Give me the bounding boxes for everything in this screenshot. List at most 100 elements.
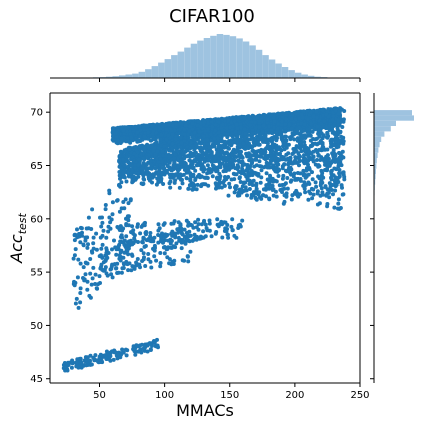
data-point	[320, 108, 325, 113]
data-point	[141, 251, 146, 256]
data-point	[178, 135, 183, 140]
data-point	[153, 166, 158, 171]
data-point	[209, 159, 214, 164]
data-point	[336, 206, 340, 211]
top-hist-bar	[268, 59, 276, 78]
data-point	[91, 265, 96, 270]
data-point	[221, 143, 226, 148]
data-point	[219, 146, 224, 151]
data-point	[302, 140, 307, 144]
data-point	[186, 132, 190, 137]
data-point	[221, 169, 226, 174]
data-point	[119, 270, 124, 275]
data-point	[222, 220, 227, 225]
top-hist-bar	[229, 36, 237, 78]
data-point	[326, 190, 331, 195]
data-point	[193, 176, 198, 181]
data-point	[306, 154, 311, 159]
data-point	[121, 261, 126, 266]
data-point	[193, 158, 198, 162]
data-point	[172, 159, 177, 164]
data-point	[124, 179, 129, 184]
data-point	[120, 266, 125, 271]
data-point	[164, 137, 169, 142]
data-point	[182, 227, 187, 232]
data-point	[254, 183, 259, 188]
data-point	[180, 231, 184, 236]
data-point	[154, 258, 159, 263]
data-point	[207, 166, 212, 171]
right-hist-bar	[374, 131, 385, 137]
data-point	[274, 130, 279, 135]
data-point	[258, 134, 263, 139]
data-point	[112, 238, 116, 243]
right-hist-bar	[374, 120, 396, 126]
data-point	[311, 192, 316, 197]
data-point	[136, 174, 141, 179]
data-point	[191, 165, 196, 170]
data-point	[216, 120, 221, 124]
data-point	[242, 116, 247, 121]
data-point	[199, 222, 204, 227]
data-point	[225, 151, 229, 156]
data-point	[238, 224, 243, 229]
data-point	[186, 220, 191, 225]
data-point	[136, 349, 141, 354]
data-point	[237, 130, 242, 135]
data-point	[284, 191, 289, 196]
data-point	[216, 224, 221, 229]
data-point	[315, 124, 320, 129]
data-point	[280, 164, 285, 169]
data-point	[152, 254, 157, 259]
data-point	[254, 157, 259, 162]
data-point	[294, 155, 298, 160]
data-point	[170, 123, 175, 128]
data-point	[151, 172, 156, 177]
data-point	[162, 221, 167, 226]
data-point	[143, 124, 148, 128]
data-point	[136, 157, 141, 162]
data-point	[299, 149, 304, 154]
data-point	[274, 194, 279, 199]
data-point	[115, 138, 120, 143]
data-point	[168, 185, 173, 190]
data-point	[172, 219, 177, 224]
data-point	[295, 127, 300, 132]
data-point	[237, 169, 242, 174]
data-point	[123, 197, 128, 202]
data-point	[325, 153, 330, 158]
data-point	[302, 153, 306, 158]
top-hist-bar	[145, 69, 152, 78]
data-point	[298, 171, 303, 176]
data-point	[181, 151, 186, 156]
data-point	[261, 187, 266, 192]
right-hist-bar	[374, 163, 377, 169]
data-point	[109, 272, 114, 277]
data-point	[226, 235, 231, 240]
data-point	[326, 107, 331, 112]
data-point	[78, 240, 83, 245]
data-point	[100, 242, 105, 247]
right-hist-bar	[374, 126, 391, 132]
data-point	[336, 118, 341, 123]
data-point	[267, 124, 271, 129]
data-point	[298, 141, 303, 146]
data-point	[101, 228, 106, 233]
data-point	[293, 159, 298, 164]
data-point	[239, 190, 244, 195]
data-point	[336, 175, 341, 180]
data-point	[118, 176, 122, 181]
top-histogram	[50, 34, 361, 82]
data-point	[83, 238, 88, 243]
data-point	[75, 227, 79, 232]
data-point	[141, 237, 146, 241]
data-point	[115, 271, 120, 275]
data-point	[135, 224, 140, 229]
data-point	[97, 274, 102, 279]
data-point	[284, 117, 289, 122]
top-hist-bar	[262, 55, 269, 78]
data-point	[299, 121, 304, 126]
data-point	[251, 178, 256, 183]
data-point	[125, 155, 130, 160]
data-point	[135, 138, 140, 143]
